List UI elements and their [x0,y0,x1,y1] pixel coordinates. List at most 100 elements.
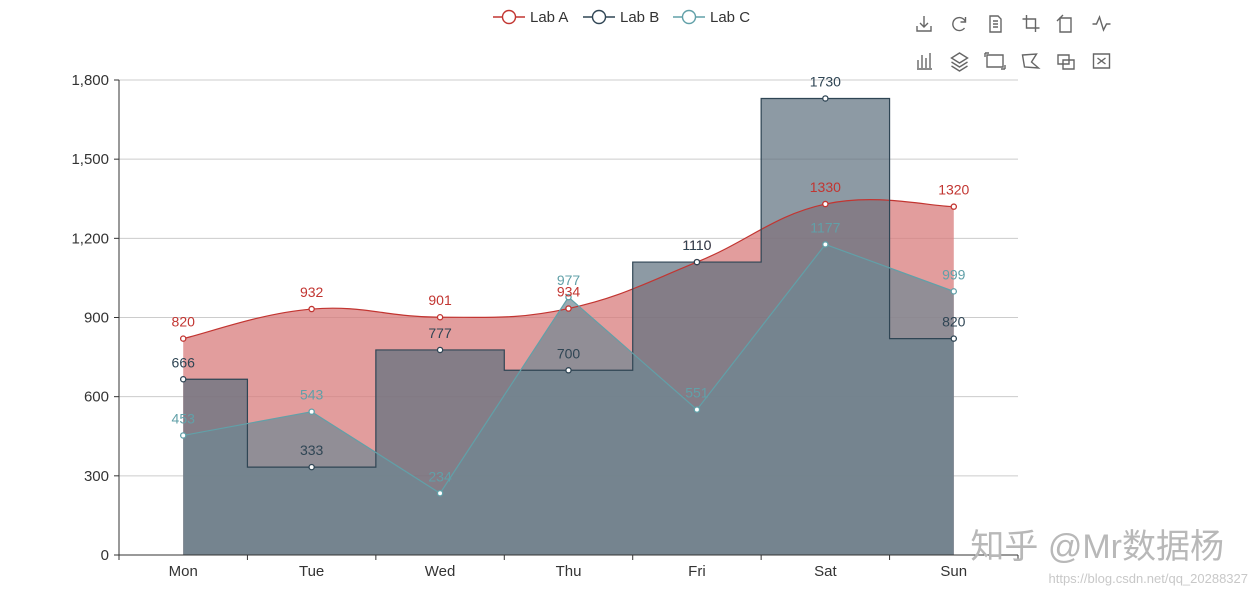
data-label-lab-c: 1177 [810,219,840,235]
series-points [179,95,958,497]
data-label-lab-c: 234 [428,468,452,484]
data-label-lab-a: 1110 [682,237,711,253]
data-label-lab-a: 901 [428,292,452,308]
y-tick-label: 0 [101,547,109,564]
keep-select-icon-glyph [1057,54,1075,70]
point-lab-b[interactable] [308,463,315,471]
watermark: 知乎 @Mr数据杨 https://blog.csdn.net/qq_20288… [970,528,1248,586]
point-lab-c[interactable] [179,432,187,439]
x-tick-label: Sun [940,563,967,580]
zoom-icon[interactable] [1019,12,1043,36]
point-lab-c[interactable] [308,408,315,415]
series-areas [183,98,954,555]
zoom-reset-icon[interactable] [1054,12,1078,36]
keep-select-icon[interactable] [1054,49,1078,73]
legend-item-lab-a[interactable]: Lab A [493,9,568,26]
data-label-lab-a: 820 [172,314,196,330]
rect-select-icon[interactable] [983,49,1007,73]
data-label-lab-b: 1730 [810,73,841,89]
legend-marker [591,9,607,25]
data-label-lab-b: 1110 [682,237,711,253]
y-tick-label: 1,200 [71,230,109,247]
data-label-lab-b: 777 [428,325,452,341]
point-lab-a[interactable] [950,203,958,210]
legend-item-lab-c[interactable]: Lab C [673,9,750,26]
polygon-select-icon-glyph [1021,53,1041,69]
data-label-lab-b: 820 [942,314,966,330]
watermark-main: 知乎 @Mr数据杨 [970,528,1224,566]
point-lab-b[interactable] [179,375,187,383]
watermark-url: https://blog.csdn.net/qq_20288327 [1049,571,1249,586]
point-lab-c[interactable] [436,489,444,497]
data-label-lab-b: 700 [557,345,581,361]
point-lab-c[interactable] [565,293,572,301]
point-lab-c[interactable] [693,406,701,413]
point-lab-b[interactable] [822,95,829,102]
data-view-icon[interactable] [983,12,1007,36]
area-lab-c [183,244,954,555]
toolbox[interactable] [912,12,1114,73]
data-label-lab-a: 934 [557,284,581,300]
point-lab-a[interactable] [436,313,444,321]
data-label-lab-c: 977 [557,272,581,288]
legend-marker [501,9,517,25]
download-icon[interactable] [912,12,936,36]
point-lab-b[interactable] [436,346,444,354]
point-lab-b[interactable] [950,335,958,342]
bar-chart-icon-glyph [917,53,932,70]
stack-icon-glyph [950,52,969,72]
legend-item-lab-b[interactable]: Lab B [583,9,659,26]
refresh-icon[interactable] [948,12,972,36]
y-tick-label: 900 [84,310,109,327]
line-chart-icon[interactable] [1090,12,1114,36]
y-tick-label: 300 [84,468,109,485]
stack-icon[interactable] [948,49,972,73]
x-tick-label: Sat [814,563,837,580]
polygon-select-icon[interactable] [1019,49,1043,73]
legend-label: Lab C [710,9,750,26]
x-tick-label: Wed [425,563,456,580]
point-lab-a[interactable] [565,305,572,312]
point-lab-c[interactable] [822,241,829,248]
zoom-reset-icon-glyph [1056,14,1072,33]
refresh-icon-glyph [952,16,967,32]
point-lab-b[interactable] [693,258,701,266]
y-tick-label: 600 [84,389,109,406]
zoom-icon-hit[interactable] [1019,12,1043,36]
data-label-lab-c: 453 [172,410,196,426]
x-tick-label: Thu [556,563,582,580]
data-label-lab-a: 932 [300,284,324,300]
point-lab-b[interactable] [565,367,572,374]
data-label-lab-b: 333 [300,442,324,458]
point-lab-c[interactable] [950,288,958,295]
point-lab-a[interactable] [179,335,187,342]
rect-select-icon-glyph [984,52,1006,70]
x-tick-label: Fri [688,563,706,580]
data-label-lab-c: 551 [685,385,709,401]
point-lab-a[interactable] [822,200,829,208]
refresh-icon-hit[interactable] [948,12,972,36]
data-label-lab-a: 1320 [938,182,969,198]
legend-label: Lab B [620,9,659,26]
legend-label: Lab A [530,9,568,26]
zoom-icon-glyph [1022,15,1040,32]
legend-marker [681,9,697,25]
data-label-lab-c: 543 [300,387,324,403]
y-tick-label: 1,500 [71,151,109,168]
clear-select-icon[interactable] [1090,49,1114,73]
data-label-lab-b: 666 [172,354,196,370]
download-icon-glyph [916,16,932,32]
x-tick-label: Tue [299,563,324,580]
legend[interactable]: Lab A Lab B Lab C [493,9,750,26]
line-chart-icon-glyph [1092,14,1111,32]
axes: 0 300 600 900 1,200 1,500 1,800 Mon Tue Wed Thu Fri… [71,72,1019,580]
clear-select-icon-glyph [1092,53,1111,69]
data-label-lab-a: 1330 [810,179,841,195]
data-view-icon-glyph [989,15,1002,33]
y-tick-label: 1,800 [71,72,109,89]
bar-chart-icon[interactable] [912,49,936,73]
point-lab-a[interactable] [308,305,315,313]
polygon-select-icon-hit[interactable] [1019,49,1043,73]
